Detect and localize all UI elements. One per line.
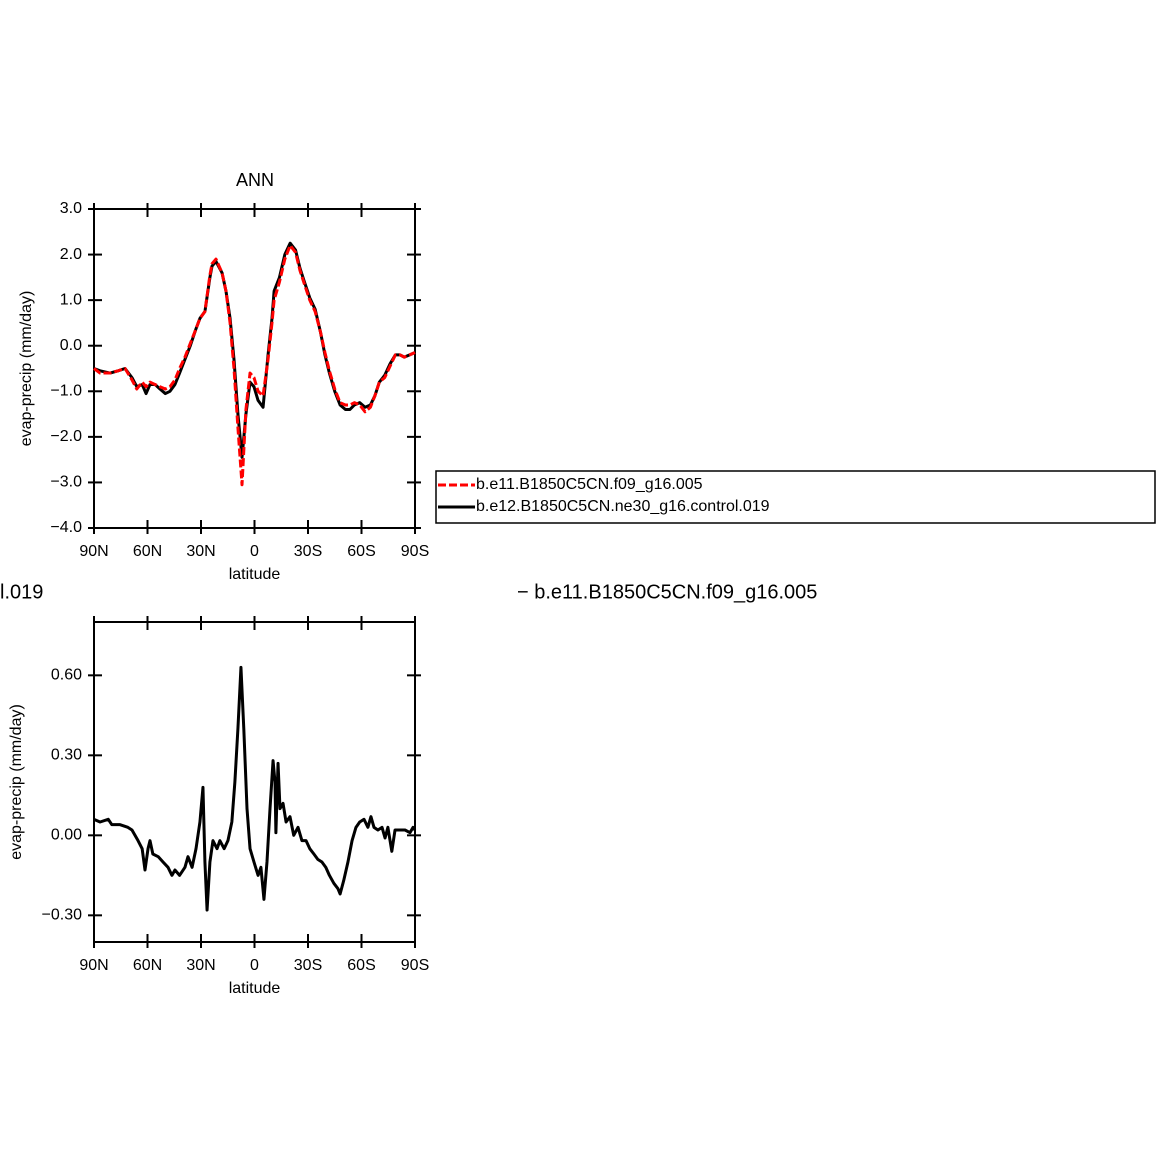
y-tick-label: 2.0 xyxy=(60,246,82,263)
y-axis-label: evap-precip (mm/day) xyxy=(18,291,35,447)
y-tick-label: −0.30 xyxy=(42,907,83,924)
y-tick-label: −2.0 xyxy=(50,428,82,445)
x-tick-label: 0 xyxy=(250,957,259,974)
x-tick-label: 90N xyxy=(79,543,108,560)
y-tick-label: 3.0 xyxy=(60,200,82,217)
y-tick-label: −4.0 xyxy=(50,519,82,536)
y-tick-label: 1.0 xyxy=(60,291,82,308)
y-tick-label: 0.60 xyxy=(51,667,82,684)
y-tick-label: −3.0 xyxy=(50,474,82,491)
x-tick-label: 0 xyxy=(250,543,259,560)
x-axis-label: latitude xyxy=(229,566,281,583)
x-tick-label: 30N xyxy=(186,543,215,560)
y-tick-label: 0.0 xyxy=(60,337,82,354)
y-tick-label: −1.0 xyxy=(50,383,82,400)
chart-title: ANN xyxy=(236,170,274,190)
y-tick-label: 0.30 xyxy=(51,747,82,764)
series-line xyxy=(93,665,417,912)
plot-frame xyxy=(93,621,416,943)
series-line xyxy=(93,241,416,459)
x-tick-label: 30N xyxy=(186,957,215,974)
y-tick-label: 0.00 xyxy=(51,827,82,844)
annotation: − b.e11.B1850C5CN.f09_g16.005 xyxy=(517,581,817,603)
x-tick-label: 60N xyxy=(133,543,162,560)
x-tick-label: 30S xyxy=(294,543,322,560)
series-line xyxy=(93,243,416,487)
x-tick-label: 60S xyxy=(347,543,375,560)
y-axis-label: evap-precip (mm/day) xyxy=(8,704,25,860)
x-tick-label: 60S xyxy=(347,957,375,974)
legend-label: b.e11.B1850C5CN.f09_g16.005 xyxy=(476,476,703,493)
legend-label: b.e12.B1850C5CN.ne30_g16.control.019 xyxy=(476,498,770,515)
x-tick-label: 30S xyxy=(294,957,322,974)
plot-frame xyxy=(93,208,416,529)
x-tick-label: 90N xyxy=(79,957,108,974)
x-axis-label: latitude xyxy=(229,980,281,997)
x-tick-label: 90S xyxy=(401,543,429,560)
x-tick-label: 90S xyxy=(401,957,429,974)
legend-box xyxy=(435,470,1156,524)
annotation: l.019 xyxy=(0,581,43,603)
x-tick-label: 60N xyxy=(133,957,162,974)
